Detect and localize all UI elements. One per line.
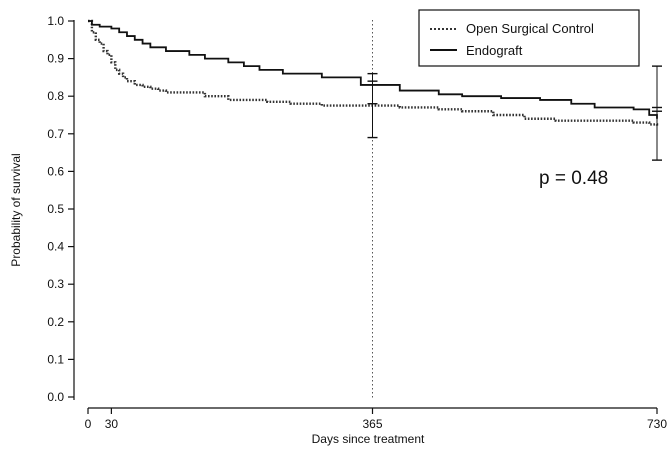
y-tick-label: 0.6 <box>47 164 64 178</box>
x-tick-label: 730 <box>647 417 667 431</box>
y-tick-label: 0.4 <box>47 240 64 254</box>
error-bar-group <box>367 65 662 161</box>
p-value-annotation: p = 0.48 <box>539 168 608 189</box>
y-tick-label: 0.3 <box>47 277 64 291</box>
y-axis-title: Probability of survival <box>9 153 23 266</box>
legend: Open Surgical Control Endograft <box>418 9 640 67</box>
y-tick-label: 0.7 <box>47 127 64 141</box>
y-tick-label: 0.0 <box>47 390 64 404</box>
legend-label-endograft: Endograft <box>466 43 523 58</box>
y-tick-label: 0.9 <box>47 52 64 66</box>
legend-label-open-surgical: Open Surgical Control <box>466 21 594 36</box>
x-tick-label: 30 <box>105 417 119 431</box>
legend-box <box>418 9 640 67</box>
y-tick-label: 0.2 <box>47 315 64 329</box>
x-tick-label: 0 <box>85 417 92 431</box>
x-ticks: 0 30 365 730 <box>85 408 667 431</box>
y-tick-label: 0.8 <box>47 89 64 103</box>
y-tick-label: 0.1 <box>47 352 64 366</box>
series-line-endograft <box>88 20 658 119</box>
x-tick-label: 365 <box>362 417 382 431</box>
y-ticks: 0.0 0.1 0.2 0.3 0.4 0.5 0.6 0.7 0.8 0.9 1.0 <box>47 14 74 404</box>
x-axis-title: Days since treatment <box>312 432 425 446</box>
series-line-open-surgical-control <box>88 19 659 127</box>
y-tick-label: 1.0 <box>47 14 64 28</box>
y-tick-label: 0.5 <box>47 202 64 216</box>
series-group <box>88 19 659 127</box>
